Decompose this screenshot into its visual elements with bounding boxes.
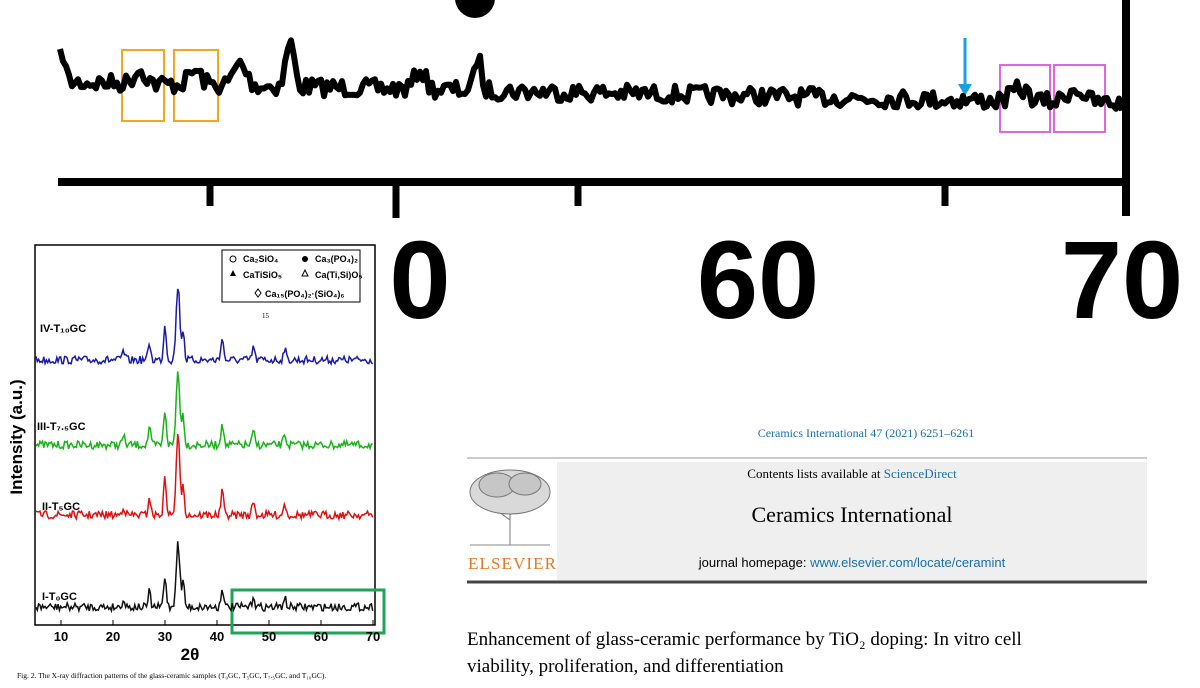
legend-entry: Ca₃(PO₄)₂	[315, 254, 358, 264]
x-tick-label: 20	[106, 629, 120, 644]
plot-frame	[34, 244, 376, 626]
highlight-box	[230, 588, 386, 635]
axis-tick-label: 60	[697, 219, 819, 342]
legend-entry: Ca(Ti,Si)O₅	[315, 270, 362, 280]
legend-symbol	[302, 256, 308, 262]
x-tick-label: 30	[158, 629, 172, 644]
legend-symbol	[230, 270, 236, 276]
xrd-figure: IV-T₁₀GC III-T₇.₅GC II-T₅GC I-T₀GC Ca₂SiO₄ Ca…	[7, 244, 386, 680]
contents-line: Contents lists available at ScienceDirec…	[747, 466, 957, 481]
x-tick-label: 50	[262, 629, 276, 644]
article-title: Enhancement of glass-ceramic performance…	[467, 629, 1022, 650]
x-tick-label: 70	[366, 629, 380, 644]
journal-name: Ceramics International	[752, 502, 953, 527]
x-tick-label: 60	[314, 629, 328, 644]
x-axis-label: 2θ	[181, 645, 200, 664]
legend-box	[221, 249, 361, 303]
legend-entry: Ca₂SiO₄	[243, 254, 278, 264]
axis-tick-label: 70	[1061, 219, 1183, 342]
zoomed-xrd-panel: 0 60 70	[57, 0, 1183, 342]
x-tick-label: 40	[210, 629, 224, 644]
xrd-trace	[35, 541, 374, 614]
y-axis-label: Intensity (a.u.)	[7, 379, 26, 494]
note: 15	[262, 312, 270, 320]
series-label: II-T₅GC	[42, 501, 80, 513]
publisher-name: ELSEVIER	[468, 554, 557, 573]
legend-symbol	[254, 288, 262, 298]
legend-entry: Ca₁₅(PO₄)₂·(SiO₄)₆	[265, 289, 345, 299]
xrd-trace	[57, 37, 1125, 112]
journal-banner	[557, 462, 1147, 580]
peak-marker	[455, 0, 495, 18]
series-label: III-T₇.₅GC	[37, 421, 86, 433]
legend-symbol	[229, 255, 237, 263]
legend-symbol	[301, 268, 309, 277]
homepage-link[interactable]: www.elsevier.com/locate/ceramint	[809, 555, 1005, 570]
xrd-trace	[35, 371, 373, 452]
homepage-prefix: journal homepage:	[698, 555, 810, 570]
xrd-trace	[35, 288, 374, 367]
contents-link[interactable]: ScienceDirect	[884, 466, 957, 481]
publisher-logo	[469, 469, 551, 546]
contents-prefix: Contents lists available at	[747, 466, 883, 481]
homepage-line: journal homepage: www.elsevier.com/locat…	[698, 555, 1006, 570]
axis-tick-label: 0	[389, 219, 450, 342]
series-label: I-T₀GC	[42, 591, 77, 603]
article-header: Ceramics International 47 (2021) 6251–62…	[467, 426, 1147, 677]
xrd-trace	[35, 433, 374, 522]
x-tick-label: 10	[54, 629, 68, 644]
caption: Fig. 2. The X-ray diffraction patterns o…	[17, 671, 326, 680]
article-title: viability, proliferation, and differenti…	[467, 656, 784, 677]
legend-entry: CaTiSiO₅	[243, 270, 282, 280]
series-label: IV-T₁₀GC	[40, 323, 86, 335]
axis-ticks	[206, 182, 949, 218]
arrow-head	[958, 84, 972, 96]
journal-reference: Ceramics International 47 (2021) 6251–62…	[758, 426, 975, 440]
